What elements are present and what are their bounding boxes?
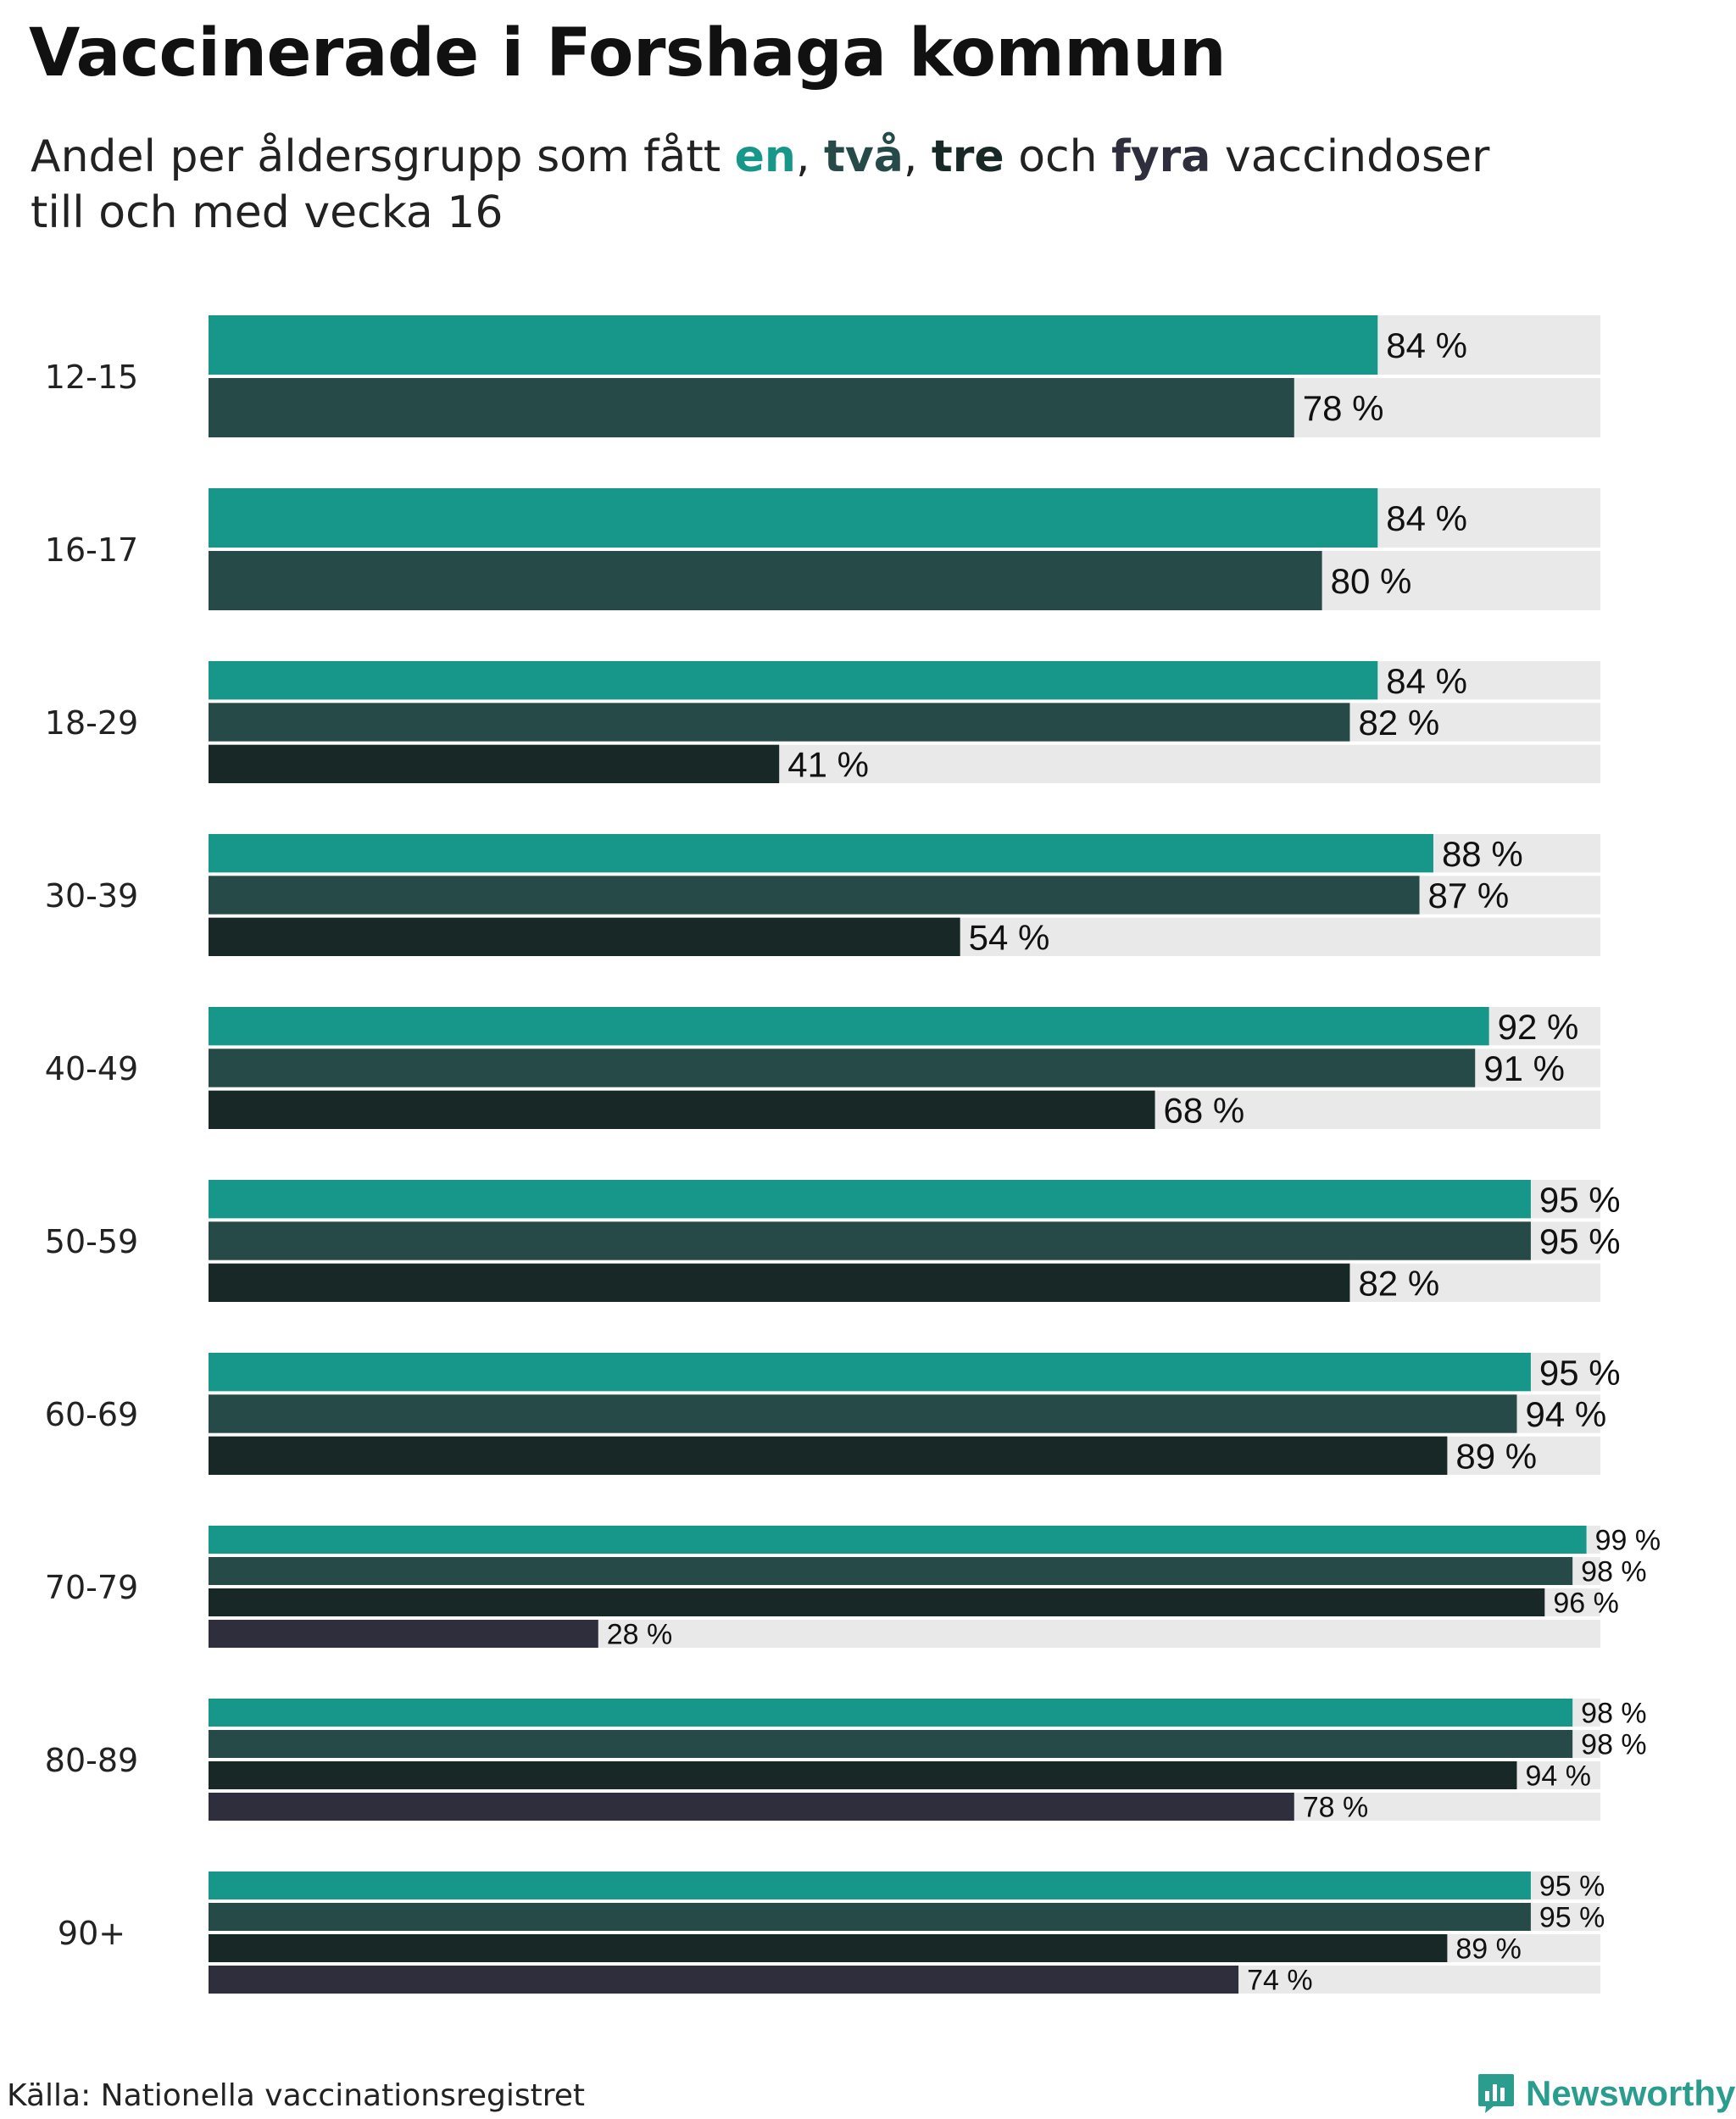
value-label: 94 % <box>1525 1760 1591 1793</box>
newsworthy-logo-icon <box>1478 2074 1514 2113</box>
value-label: 28 % <box>607 1619 673 1651</box>
bar-80-89-dose-4 <box>209 1793 1294 1821</box>
bar-70-79-dose-2 <box>209 1557 1573 1585</box>
bar-70-79-dose-3 <box>209 1588 1545 1616</box>
value-label: 95 % <box>1539 1221 1621 1261</box>
category-label: 70-79 <box>45 1569 138 1606</box>
source-note: Källa: Nationella vaccinationsregistret <box>7 2078 585 2113</box>
bar-90+-dose-2 <box>209 1903 1531 1931</box>
subtitle-separator: , <box>795 131 825 182</box>
category-label: 40-49 <box>45 1050 138 1087</box>
bar-18-29-dose-1 <box>209 661 1378 700</box>
bar-50-59-dose-2 <box>209 1221 1531 1260</box>
bar-80-89-dose-1 <box>209 1699 1573 1727</box>
bar-70-79-dose-1 <box>209 1526 1587 1554</box>
value-label: 80 % <box>1331 561 1412 601</box>
bar-12-15-dose-2 <box>209 378 1294 437</box>
value-label: 84 % <box>1386 325 1467 365</box>
bar-60-69-dose-3 <box>209 1436 1448 1475</box>
category-label: 60-69 <box>45 1396 138 1433</box>
category-label: 80-89 <box>45 1742 138 1779</box>
bar-16-17-dose-2 <box>209 551 1322 610</box>
bar-50-59-dose-1 <box>209 1180 1531 1219</box>
subtitle-line-1: Andel per åldersgrupp som fått en, två, … <box>31 129 1489 185</box>
value-label: 95 % <box>1539 1871 1605 1903</box>
subtitle-prefix: Andel per åldersgrupp som fått <box>31 131 735 182</box>
category-label: 30-39 <box>45 877 138 915</box>
value-label: 78 % <box>1303 388 1384 428</box>
chart-subtitle: Andel per åldersgrupp som fått en, två, … <box>31 129 1489 241</box>
value-label: 89 % <box>1455 1436 1537 1476</box>
value-label: 74 % <box>1247 1965 1313 1997</box>
subtitle-separator: och <box>1004 131 1112 182</box>
value-label: 92 % <box>1498 1007 1579 1047</box>
bar-60-69-dose-2 <box>209 1394 1517 1433</box>
value-label: 88 % <box>1442 834 1523 874</box>
subtitle-separator: , <box>903 131 932 182</box>
category-label: 18-29 <box>45 704 138 742</box>
bar-30-39-dose-2 <box>209 876 1420 915</box>
subtitle-suffix: vaccindoser <box>1210 131 1490 182</box>
value-label: 98 % <box>1581 1556 1647 1588</box>
bar-16-17-dose-1 <box>209 488 1378 548</box>
value-label: 91 % <box>1483 1048 1565 1088</box>
category-label: 50-59 <box>45 1223 138 1260</box>
value-label: 54 % <box>969 917 1050 957</box>
value-label: 98 % <box>1581 1698 1647 1730</box>
value-label: 68 % <box>1164 1090 1245 1130</box>
subtitle-line-2: till och med vecka 16 <box>31 187 504 238</box>
bar-18-29-dose-3 <box>209 744 780 783</box>
value-label: 41 % <box>787 744 869 784</box>
value-label: 78 % <box>1303 1792 1369 1824</box>
bar-60-69-dose-1 <box>209 1353 1531 1392</box>
legend-dose-tva: två <box>824 131 904 182</box>
brand-name: Newsworthy <box>1526 2073 1736 2113</box>
bar-40-49-dose-2 <box>209 1048 1476 1087</box>
bar-12-15-dose-1 <box>209 315 1378 375</box>
bar-40-49-dose-1 <box>209 1007 1489 1046</box>
value-label: 82 % <box>1358 703 1439 742</box>
value-label: 98 % <box>1581 1729 1647 1761</box>
value-label: 99 % <box>1595 1525 1661 1557</box>
bar-80-89-dose-3 <box>209 1761 1517 1789</box>
value-label: 95 % <box>1539 1353 1621 1393</box>
category-label: 16-17 <box>45 531 138 569</box>
legend-dose-fyra: fyra <box>1111 131 1211 182</box>
chart-title: Vaccinerade i Forshaga kommun <box>29 15 1227 92</box>
legend-dose-tre: tre <box>931 131 1004 182</box>
value-label: 95 % <box>1539 1180 1621 1220</box>
category-label: 12-15 <box>45 359 138 396</box>
bar-50-59-dose-3 <box>209 1263 1350 1302</box>
value-label: 84 % <box>1386 498 1467 538</box>
bar-80-89-dose-2 <box>209 1730 1573 1758</box>
category-label: 90+ <box>58 1915 125 1952</box>
bar-70-79-dose-4 <box>209 1620 598 1648</box>
bar-90+-dose-3 <box>209 1934 1448 1962</box>
value-label: 89 % <box>1455 1933 1522 1966</box>
bar-90+-dose-4 <box>209 1966 1239 1994</box>
legend-dose-en: en <box>734 131 796 182</box>
bar-30-39-dose-3 <box>209 917 960 956</box>
bar-90+-dose-1 <box>209 1872 1531 1899</box>
bar-30-39-dose-1 <box>209 834 1433 873</box>
value-label: 95 % <box>1539 1902 1605 1934</box>
bar-18-29-dose-2 <box>209 703 1350 742</box>
value-label: 87 % <box>1428 876 1510 915</box>
value-label: 94 % <box>1525 1394 1606 1434</box>
bar-40-49-dose-3 <box>209 1090 1155 1129</box>
value-label: 96 % <box>1553 1588 1619 1620</box>
value-label: 82 % <box>1358 1263 1439 1303</box>
value-label: 84 % <box>1386 661 1467 701</box>
brand-logo: Newsworthy <box>1477 2072 1735 2115</box>
